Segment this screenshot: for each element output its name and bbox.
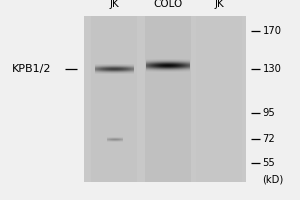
Text: 55: 55: [262, 158, 275, 168]
Text: JK: JK: [109, 0, 119, 9]
FancyBboxPatch shape: [91, 16, 137, 182]
Text: 95: 95: [262, 108, 275, 118]
Text: KPB1/2: KPB1/2: [12, 64, 52, 74]
Text: COLO: COLO: [153, 0, 183, 9]
FancyBboxPatch shape: [84, 16, 246, 182]
Text: 130: 130: [262, 64, 281, 74]
FancyBboxPatch shape: [196, 16, 242, 182]
Text: 170: 170: [262, 26, 281, 36]
Text: (kD): (kD): [262, 174, 284, 184]
Text: 72: 72: [262, 134, 275, 144]
Text: JK: JK: [214, 0, 224, 9]
FancyBboxPatch shape: [145, 16, 191, 182]
